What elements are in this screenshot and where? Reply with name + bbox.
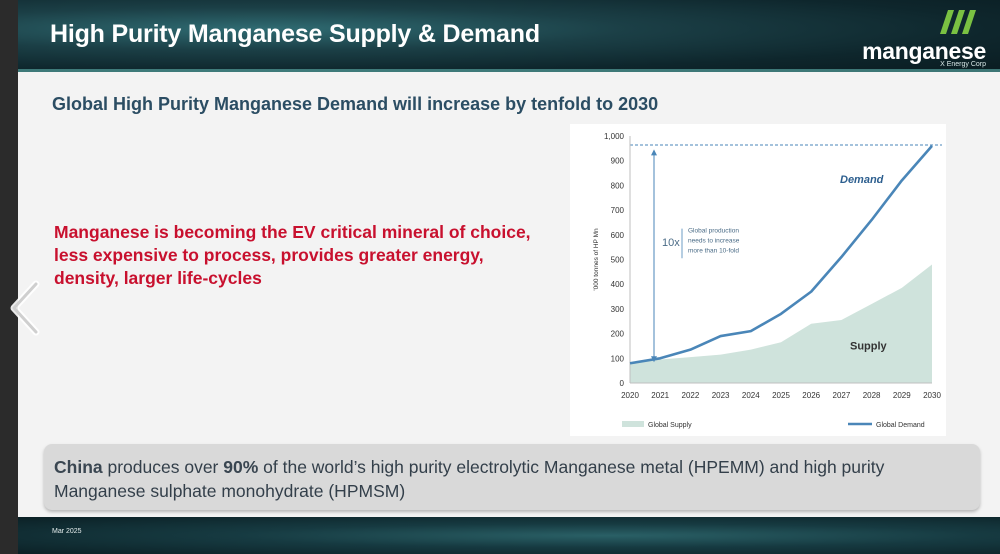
y-tick-label: 100 xyxy=(611,354,625,363)
x-tick-label: 2027 xyxy=(833,391,851,400)
x-tick-label: 2021 xyxy=(651,391,669,400)
y-tick-label: 400 xyxy=(611,280,625,289)
x-tick-label: 2023 xyxy=(712,391,730,400)
y-tick-label: 200 xyxy=(611,330,625,339)
lead-statement: Manganese is becoming the EV critical mi… xyxy=(54,222,531,288)
china-callout: China produces over 90% of the world’s h… xyxy=(44,444,980,510)
note-line: needs to increase xyxy=(688,237,740,244)
y-tick-label: 800 xyxy=(611,181,625,190)
supply-area xyxy=(630,264,932,383)
note-line: Global production xyxy=(688,227,739,234)
x-tick-label: 2026 xyxy=(802,391,820,400)
callout-text-2: of the world’s high purity electrolytic … xyxy=(54,457,885,501)
slide-subtitle: Global High Purity Manganese Demand will… xyxy=(52,94,659,114)
y-tick-label: 700 xyxy=(611,206,625,215)
callout-percent: 90% xyxy=(223,457,259,477)
y-tick-label: 300 xyxy=(611,305,625,314)
y-tick-label: 0 xyxy=(620,379,625,388)
legend-label-supply: Global Supply xyxy=(648,422,692,429)
y-tick-label: 600 xyxy=(611,231,625,240)
x-tick-label: 2030 xyxy=(923,391,941,400)
x-tick-label: 2020 xyxy=(621,391,639,400)
demand-supply-chart: 0 100 200 300 400 500 600 700 800 900 1,000 2020 202… xyxy=(570,124,946,436)
company-logo: manganese X Energy Corp xyxy=(852,6,992,68)
slide-footer: Mar 2025 xyxy=(18,517,1000,554)
supply-label: Supply xyxy=(850,341,888,353)
legend-label-demand: Global Demand xyxy=(876,422,925,429)
logo-subtext: X Energy Corp xyxy=(940,61,986,68)
m-logo-icon xyxy=(940,10,976,34)
slide: High Purity Manganese Supply & Demand ma… xyxy=(18,0,1000,554)
x-tick-label: 2025 xyxy=(772,391,790,400)
y-tick-label: 500 xyxy=(611,256,625,265)
x-tick-label: 2029 xyxy=(893,391,911,400)
y-axis-label: '000 tonnes of HP Mn xyxy=(593,228,600,291)
tenfold-arrow-head-bottom xyxy=(651,356,657,363)
multiplier-label: 10x xyxy=(662,237,680,249)
slide-header: High Purity Manganese Supply & Demand ma… xyxy=(18,0,1000,72)
legend-swatch-supply xyxy=(622,421,644,427)
chevron-left-icon[interactable] xyxy=(6,278,46,338)
x-tick-label: 2024 xyxy=(742,391,760,400)
chart-svg: 0 100 200 300 400 500 600 700 800 900 1,000 2020 202… xyxy=(593,132,942,429)
callout-text-1: produces over xyxy=(102,457,224,477)
y-tick-label: 900 xyxy=(611,157,625,166)
x-tick-label: 2028 xyxy=(863,391,881,400)
callout-china: China xyxy=(54,457,103,477)
note-line: more than 10-fold xyxy=(688,247,739,254)
tenfold-arrow-head-top xyxy=(651,149,657,156)
logo-wordmark: manganese xyxy=(862,38,986,64)
y-tick-label: 1,000 xyxy=(604,132,625,141)
footer-date: Mar 2025 xyxy=(52,528,82,535)
demand-label: Demand xyxy=(840,174,884,186)
x-tick-label: 2022 xyxy=(682,391,700,400)
slide-title: High Purity Manganese Supply & Demand xyxy=(50,20,540,48)
demand-line xyxy=(629,145,933,365)
